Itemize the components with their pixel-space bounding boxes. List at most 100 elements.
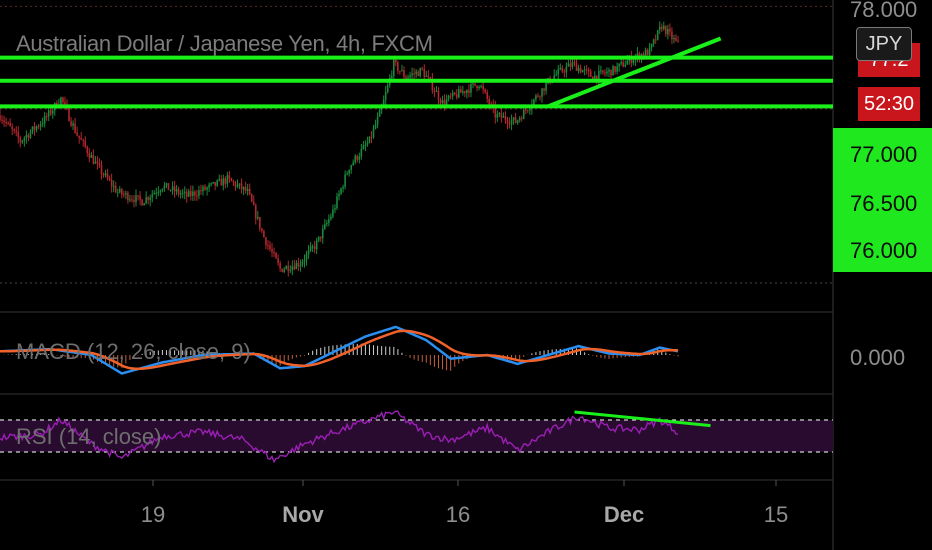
candle-body bbox=[622, 62, 625, 67]
candle-body bbox=[407, 77, 409, 79]
candle-body bbox=[240, 183, 243, 190]
candle-body bbox=[204, 186, 206, 190]
candle-body bbox=[173, 186, 176, 192]
candle-body bbox=[220, 179, 223, 186]
candle-body bbox=[177, 189, 180, 195]
candle-body bbox=[309, 246, 312, 251]
candle-body bbox=[654, 39, 657, 41]
candle-body bbox=[212, 181, 214, 184]
candle-body bbox=[287, 266, 290, 272]
candle-body bbox=[600, 70, 602, 72]
candle-body bbox=[37, 126, 40, 128]
candle-body bbox=[49, 110, 52, 114]
candle-body bbox=[561, 67, 564, 72]
candle-body bbox=[210, 183, 212, 185]
candle-body bbox=[652, 39, 655, 45]
candle-body bbox=[508, 123, 511, 125]
y-tick-78000: 78.000 bbox=[850, 0, 918, 22]
currency-button[interactable]: JPY bbox=[856, 27, 912, 61]
candle-body bbox=[263, 230, 265, 238]
candle-body bbox=[636, 53, 639, 57]
candle-body bbox=[535, 95, 537, 100]
candle-body bbox=[332, 209, 334, 217]
candle-body bbox=[669, 28, 671, 32]
candle-body bbox=[364, 145, 367, 147]
candle-body bbox=[78, 135, 80, 138]
x-tick-19: 19 bbox=[140, 502, 166, 527]
candle-body bbox=[350, 165, 352, 170]
candle-body bbox=[470, 83, 472, 93]
candle-body bbox=[102, 174, 105, 176]
candle-body bbox=[269, 245, 271, 250]
candle-body bbox=[118, 189, 121, 193]
candle-body bbox=[342, 186, 344, 189]
candle-body bbox=[267, 245, 269, 247]
candle-body bbox=[326, 222, 328, 225]
candle-body bbox=[431, 79, 434, 91]
macd-signal-line bbox=[0, 329, 679, 371]
candle-body bbox=[504, 116, 507, 121]
candle-body bbox=[106, 173, 109, 179]
candle-body bbox=[121, 189, 123, 195]
candle-body bbox=[533, 99, 535, 106]
candle-body bbox=[581, 70, 584, 73]
candle-body bbox=[502, 116, 505, 118]
candle-body bbox=[192, 191, 194, 196]
candle-body bbox=[378, 110, 381, 117]
candle-body bbox=[317, 236, 320, 241]
candle-body bbox=[33, 126, 36, 130]
candle-body bbox=[484, 89, 486, 93]
candle-body bbox=[98, 163, 101, 166]
candle-body bbox=[589, 71, 592, 77]
candle-body bbox=[200, 190, 202, 192]
candle-body bbox=[545, 82, 547, 91]
candle-body bbox=[437, 91, 440, 100]
candle-body bbox=[610, 69, 612, 76]
candle-body bbox=[419, 68, 422, 77]
candle-body bbox=[68, 108, 70, 122]
candle-body bbox=[569, 63, 572, 67]
candle-body bbox=[307, 250, 310, 254]
candle-body bbox=[139, 195, 141, 200]
candle-body bbox=[455, 94, 458, 98]
candle-body bbox=[626, 60, 629, 65]
candle-body bbox=[13, 129, 16, 131]
candle-body bbox=[457, 89, 460, 98]
candle-body bbox=[650, 44, 653, 48]
candle-body bbox=[482, 85, 484, 90]
candle-body bbox=[667, 28, 669, 35]
candle-body bbox=[382, 99, 385, 107]
candle-body bbox=[336, 196, 338, 209]
candle-body bbox=[214, 181, 216, 186]
candle-body bbox=[433, 90, 436, 92]
candle-body bbox=[620, 62, 622, 64]
candle-body bbox=[376, 116, 379, 125]
candle-body bbox=[265, 237, 267, 246]
candle-body bbox=[488, 98, 491, 105]
candle-body bbox=[285, 266, 288, 270]
candle-body bbox=[60, 97, 62, 106]
candle-body bbox=[334, 208, 336, 210]
candle-body bbox=[135, 195, 137, 203]
candle-body bbox=[403, 70, 405, 77]
candle-body bbox=[464, 91, 466, 94]
x-tick-dec: Dec bbox=[603, 502, 645, 527]
candle-body bbox=[96, 161, 99, 164]
candle-body bbox=[439, 99, 442, 104]
candle-body bbox=[321, 228, 324, 239]
candle-body bbox=[7, 122, 9, 124]
candle-body bbox=[64, 102, 66, 105]
candle-body bbox=[559, 67, 562, 70]
candle-body bbox=[642, 54, 645, 56]
candle-body bbox=[257, 216, 259, 219]
candle-body bbox=[45, 115, 48, 117]
candle-body bbox=[423, 69, 426, 77]
candle-body bbox=[234, 182, 237, 187]
candle-body bbox=[114, 185, 117, 193]
candle-body bbox=[295, 262, 298, 270]
candle-body bbox=[366, 142, 369, 146]
candle-body bbox=[417, 71, 419, 77]
candle-body bbox=[340, 188, 342, 194]
candle-body bbox=[159, 190, 162, 193]
candle-body bbox=[127, 192, 129, 201]
